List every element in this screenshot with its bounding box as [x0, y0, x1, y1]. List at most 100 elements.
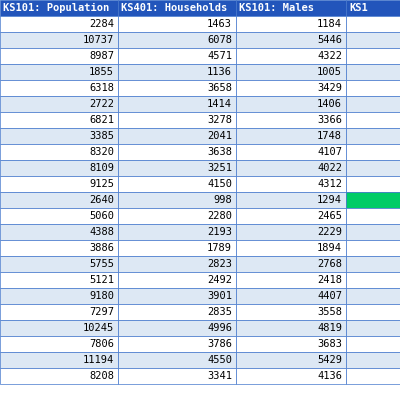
Text: 4996: 4996	[207, 323, 232, 333]
Text: KS101: Males: KS101: Males	[239, 3, 314, 13]
Text: 3901: 3901	[207, 291, 232, 301]
Bar	[118, 192, 236, 208]
Text: 1463: 1463	[207, 19, 232, 29]
Bar	[236, 368, 346, 384]
Bar	[346, 336, 400, 352]
Text: 8208: 8208	[89, 371, 114, 381]
Text: 4022: 4022	[317, 163, 342, 173]
Bar	[118, 144, 236, 160]
Bar	[236, 144, 346, 160]
Text: 4388: 4388	[89, 227, 114, 237]
Text: 2492: 2492	[207, 275, 232, 285]
Bar	[118, 32, 236, 48]
Bar	[236, 336, 346, 352]
Text: 2465: 2465	[317, 211, 342, 221]
Bar	[236, 112, 346, 128]
Bar	[236, 288, 346, 304]
Bar	[0, 48, 118, 64]
Bar	[236, 208, 346, 224]
Text: 6821: 6821	[89, 115, 114, 125]
Text: 1894: 1894	[317, 243, 342, 253]
Bar	[118, 64, 236, 80]
Bar	[346, 272, 400, 288]
Text: 5429: 5429	[317, 355, 342, 365]
Bar	[0, 64, 118, 80]
Text: 5121: 5121	[89, 275, 114, 285]
Bar	[236, 272, 346, 288]
Text: 2280: 2280	[207, 211, 232, 221]
Text: 1005: 1005	[317, 67, 342, 77]
Text: 3638: 3638	[207, 147, 232, 157]
Text: 5060: 5060	[89, 211, 114, 221]
Bar	[118, 128, 236, 144]
Bar	[236, 320, 346, 336]
Bar	[0, 304, 118, 320]
Bar	[346, 16, 400, 32]
Bar	[0, 16, 118, 32]
Text: 6078: 6078	[207, 35, 232, 45]
Text: 4407: 4407	[317, 291, 342, 301]
Text: 2823: 2823	[207, 259, 232, 269]
Text: 1184: 1184	[317, 19, 342, 29]
Text: 4150: 4150	[207, 179, 232, 189]
Text: 2768: 2768	[317, 259, 342, 269]
Bar	[346, 32, 400, 48]
Bar	[236, 240, 346, 256]
Bar	[236, 256, 346, 272]
Text: 9125: 9125	[89, 179, 114, 189]
Bar	[236, 0, 346, 16]
Bar	[236, 176, 346, 192]
Text: 4322: 4322	[317, 51, 342, 61]
Text: 4571: 4571	[207, 51, 232, 61]
Bar	[118, 256, 236, 272]
Text: 2722: 2722	[89, 99, 114, 109]
Text: 3786: 3786	[207, 339, 232, 349]
Bar	[346, 176, 400, 192]
Bar	[236, 16, 346, 32]
Text: 2835: 2835	[207, 307, 232, 317]
Bar	[346, 64, 400, 80]
Bar	[0, 256, 118, 272]
Text: 3683: 3683	[317, 339, 342, 349]
Text: 1136: 1136	[207, 67, 232, 77]
Text: KS401: Households: KS401: Households	[121, 3, 227, 13]
Bar	[236, 48, 346, 64]
Bar	[118, 208, 236, 224]
Text: 3658: 3658	[207, 83, 232, 93]
Text: 3366: 3366	[317, 115, 342, 125]
Bar	[346, 192, 400, 208]
Bar	[0, 352, 118, 368]
Bar	[118, 48, 236, 64]
Bar	[0, 112, 118, 128]
Bar	[0, 128, 118, 144]
Text: 8320: 8320	[89, 147, 114, 157]
Bar	[236, 160, 346, 176]
Text: 6318: 6318	[89, 83, 114, 93]
Bar	[236, 224, 346, 240]
Bar	[236, 32, 346, 48]
Bar	[236, 80, 346, 96]
Bar	[0, 336, 118, 352]
Text: 3558: 3558	[317, 307, 342, 317]
Text: 2284: 2284	[89, 19, 114, 29]
Bar	[118, 304, 236, 320]
Bar	[0, 368, 118, 384]
Bar	[118, 320, 236, 336]
Text: 1406: 1406	[317, 99, 342, 109]
Text: 8109: 8109	[89, 163, 114, 173]
Text: 4550: 4550	[207, 355, 232, 365]
Bar	[0, 272, 118, 288]
Bar	[118, 368, 236, 384]
Bar	[118, 224, 236, 240]
Text: 1748: 1748	[317, 131, 342, 141]
Bar	[236, 96, 346, 112]
Text: 1294: 1294	[317, 195, 342, 205]
Bar	[0, 176, 118, 192]
Bar	[118, 352, 236, 368]
Text: 3886: 3886	[89, 243, 114, 253]
Bar	[346, 256, 400, 272]
Bar	[346, 240, 400, 256]
Bar	[0, 192, 118, 208]
Bar	[0, 208, 118, 224]
Text: KS1: KS1	[349, 3, 368, 13]
